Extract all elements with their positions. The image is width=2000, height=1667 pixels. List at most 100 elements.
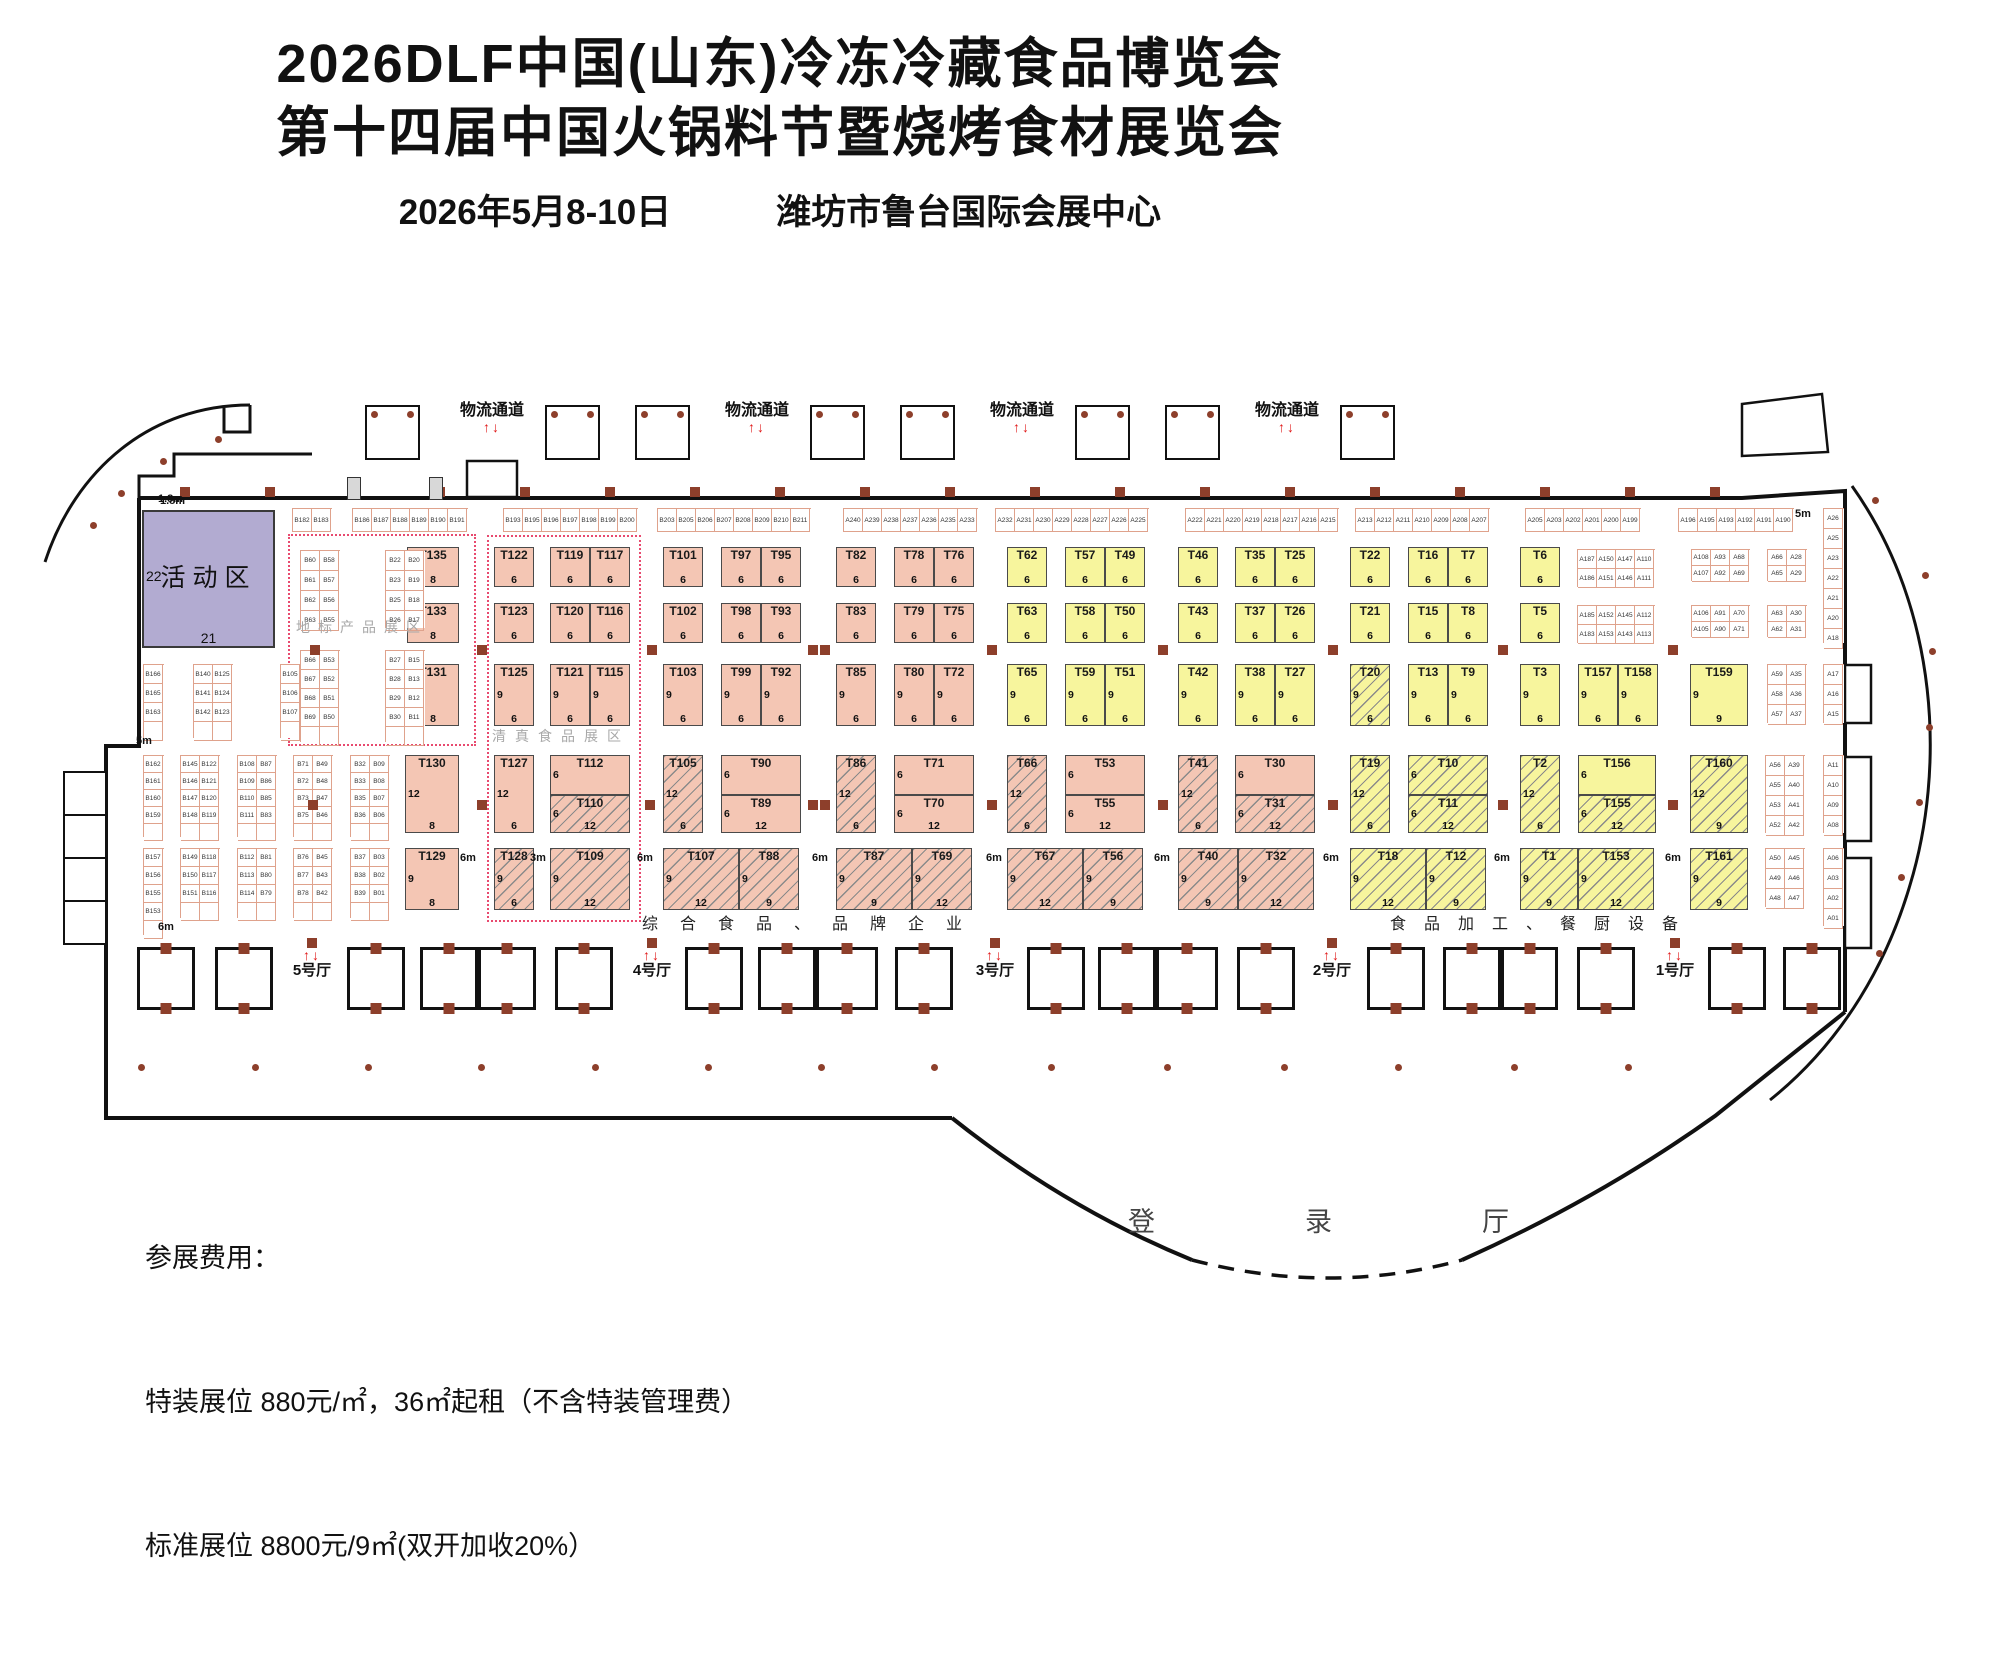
hall-bay bbox=[1501, 943, 1558, 1014]
column-marker bbox=[1540, 487, 1550, 497]
column-marker bbox=[160, 943, 172, 954]
column-marker bbox=[477, 800, 487, 810]
booth-cell-B153: B153 bbox=[144, 903, 163, 921]
booth-width: 6 bbox=[1024, 820, 1030, 832]
booth-cell-A199: A199 bbox=[1621, 509, 1640, 532]
booth-width: 6 bbox=[1292, 713, 1298, 725]
logistics-channel-label: 物流通道 ↑↓ bbox=[437, 402, 547, 454]
booth-id: T20 bbox=[1359, 665, 1381, 679]
booth-T160: T160 12 9 bbox=[1690, 755, 1748, 833]
booth-id: T80 bbox=[903, 665, 925, 679]
booth-cell-A65: A65 bbox=[1768, 566, 1787, 582]
booth-cell-A152: A152 bbox=[1597, 606, 1616, 625]
booth-cell-B07: B07 bbox=[370, 790, 389, 807]
booth-width: 6 bbox=[951, 574, 957, 586]
booth-width: 6 bbox=[738, 574, 744, 586]
column-marker bbox=[690, 487, 700, 497]
booth-grid: A11 A10 A09 A08 bbox=[1823, 755, 1844, 836]
booth-T76: T76 6 bbox=[934, 547, 974, 587]
logistics-text: 物流通道 bbox=[989, 402, 1054, 419]
booth-id: T30 bbox=[1264, 756, 1286, 770]
column-marker bbox=[945, 487, 955, 497]
hall-bay bbox=[1237, 943, 1295, 1014]
booth-T42: T42 9 6 bbox=[1178, 664, 1218, 726]
column-dot bbox=[252, 1064, 259, 1071]
booth-cell-A193: A193 bbox=[1717, 509, 1736, 532]
hall-bay bbox=[758, 943, 816, 1014]
booth-T5: T5 6 bbox=[1520, 603, 1560, 643]
column-marker bbox=[1390, 1003, 1402, 1014]
booth-depth: 9 bbox=[1353, 873, 1359, 885]
booth-T12: T12 9 9 bbox=[1426, 848, 1486, 910]
zone-label: 登录厅 bbox=[1128, 1207, 1659, 1237]
booth-id: T86 bbox=[845, 756, 867, 770]
booth-id: T49 bbox=[1114, 548, 1136, 562]
booth-cell-A200: A200 bbox=[1602, 509, 1621, 532]
booth-cell-B112: B112 bbox=[238, 849, 257, 867]
building-walls bbox=[43, 392, 1932, 1280]
booth-grid: B193 B195 B196 B197 B198 B199 B200 bbox=[503, 508, 638, 532]
booth-grid: A17 A16 A15 bbox=[1823, 664, 1844, 725]
booth-grid: A63 A30 A62 A31 bbox=[1767, 605, 1807, 638]
booth-cell-B149: B149 bbox=[181, 849, 200, 867]
booth-cell-empty bbox=[257, 824, 276, 841]
booth-cell-empty bbox=[294, 903, 313, 921]
booth-width: 6 bbox=[853, 820, 859, 832]
booth-cell-A18: A18 bbox=[1824, 629, 1843, 649]
column-marker bbox=[443, 1003, 455, 1014]
loading-dock bbox=[545, 405, 600, 460]
booth-cell-B61: B61 bbox=[301, 571, 320, 591]
booth-cell-B188: B188 bbox=[391, 509, 410, 532]
booth-T56: T56 9 9 bbox=[1083, 848, 1143, 910]
column-dot bbox=[1876, 950, 1883, 957]
booth-cell-A146: A146 bbox=[1616, 569, 1635, 588]
booth-T66: T66 12 6 bbox=[1007, 755, 1047, 833]
booth-id: T97 bbox=[730, 548, 752, 562]
booth-T128: T128 9 6 bbox=[494, 848, 534, 910]
booth-T1: T1 9 9 bbox=[1520, 848, 1578, 910]
booth-width: 6 bbox=[853, 574, 859, 586]
booth-T99: T99 9 6 bbox=[721, 664, 761, 726]
booth-width: 12 bbox=[1611, 820, 1623, 832]
booth-cell-empty bbox=[200, 824, 219, 841]
booth-grid: B166 B165 B163 bbox=[143, 664, 164, 741]
column-dot bbox=[1048, 1064, 1055, 1071]
booth-depth: 12 bbox=[497, 788, 509, 800]
column-dot bbox=[1922, 572, 1929, 579]
booth-cell-A105: A105 bbox=[1692, 622, 1711, 638]
column-marker bbox=[990, 938, 1000, 948]
booth-width: 12 bbox=[584, 820, 596, 832]
hall-bay bbox=[1367, 943, 1425, 1014]
booth-T9: T9 9 6 bbox=[1448, 664, 1488, 726]
door-slab bbox=[347, 477, 361, 500]
booth-depth: 9 bbox=[764, 689, 770, 701]
column-marker bbox=[1600, 1003, 1612, 1014]
booth-width: 9 bbox=[1110, 897, 1116, 909]
booth-T30: T30 6 bbox=[1235, 755, 1315, 795]
booth-cell-B02: B02 bbox=[370, 867, 389, 885]
booth-width: 6 bbox=[511, 820, 517, 832]
booth-T57: T57 6 bbox=[1065, 547, 1105, 587]
booth-id: T89 bbox=[750, 796, 772, 810]
booth-cell-A31: A31 bbox=[1787, 622, 1806, 638]
booth-width: 9 bbox=[1205, 897, 1211, 909]
booth-cell-A215: A215 bbox=[1319, 509, 1338, 532]
booth-cell-B47: B47 bbox=[313, 790, 332, 807]
booth-width: 6 bbox=[853, 630, 859, 642]
booth-cell-empty bbox=[181, 903, 200, 921]
column-marker bbox=[647, 645, 657, 655]
booth-cell-B39: B39 bbox=[351, 885, 370, 903]
booth-width: 12 bbox=[1610, 897, 1622, 909]
booth-cell-A220: A220 bbox=[1224, 509, 1243, 532]
loading-dock bbox=[365, 405, 420, 460]
booth-T58: T58 6 bbox=[1065, 603, 1105, 643]
column-marker bbox=[1710, 487, 1720, 497]
booth-T109: T109 9 12 bbox=[550, 848, 630, 910]
booth-id: T110 bbox=[576, 796, 604, 810]
column-marker bbox=[808, 645, 818, 655]
booth-cell-A219: A219 bbox=[1243, 509, 1262, 532]
qingzhen-zone-border bbox=[487, 535, 641, 922]
booth-T8: T8 6 bbox=[1448, 603, 1488, 643]
booth-width: 6 bbox=[1425, 574, 1431, 586]
column-dot bbox=[818, 1064, 825, 1071]
